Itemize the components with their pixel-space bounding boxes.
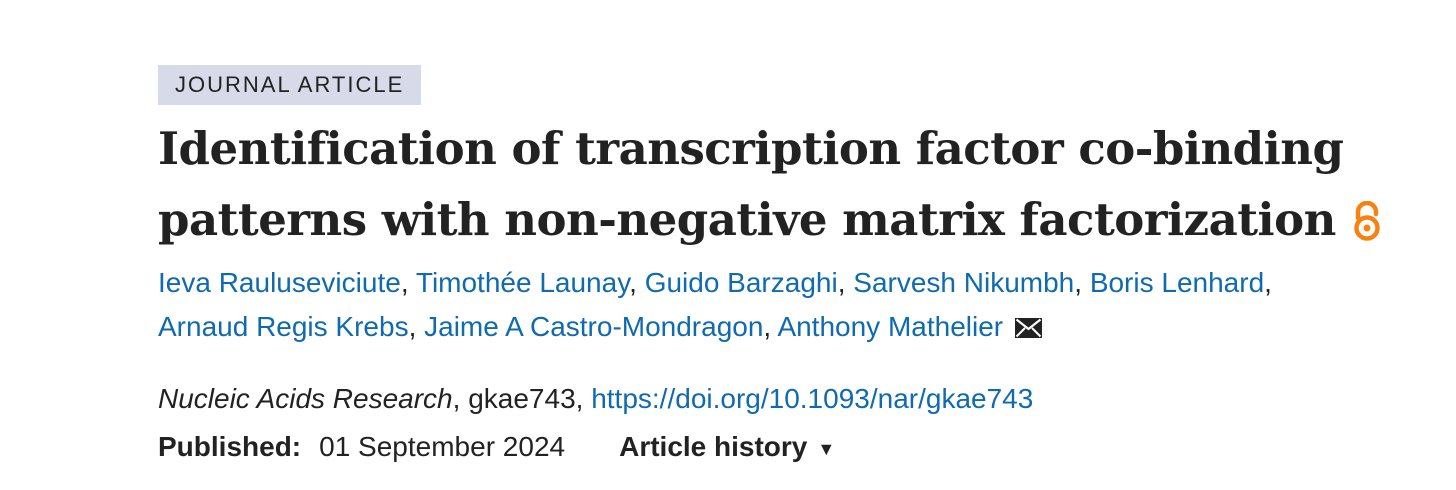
author-link[interactable]: Timothée Launay <box>415 267 630 298</box>
author-separator: , <box>629 267 645 298</box>
caret-down-icon: ▼ <box>817 439 836 459</box>
author-separator: , <box>400 267 416 298</box>
author-link[interactable]: Jaime A Castro-Mondragon <box>424 311 764 342</box>
open-access-lock-icon <box>1354 201 1380 241</box>
article-header: JOURNAL ARTICLE Identification of transc… <box>158 65 1428 467</box>
author-list: Ieva Rauluseviciute, Timothée Launay, Gu… <box>158 261 1428 349</box>
author-link[interactable]: Guido Barzaghi <box>644 267 838 298</box>
citation-separator: , <box>575 383 592 414</box>
author-separator: , <box>837 267 854 298</box>
journal-name: Nucleic Acids Research <box>158 383 453 414</box>
author-link[interactable]: Sarvesh Nikumbh <box>853 267 1075 298</box>
author-link[interactable]: Arnaud Regis Krebs <box>158 311 409 342</box>
article-id: gkae743 <box>468 383 576 414</box>
author-separator: , <box>408 311 425 342</box>
article-history-toggle[interactable]: Article history ▼ <box>619 427 835 467</box>
article-title: Identification of transcription factor c… <box>158 113 1428 255</box>
article-history-label: Article history <box>619 431 808 462</box>
citation-separator: , <box>452 383 469 414</box>
citation-line: Nucleic Acids Research, gkae743, https:/… <box>158 379 1428 419</box>
doi-link[interactable]: https://doi.org/10.1093/nar/gkae743 <box>591 383 1034 414</box>
author-separator: , <box>1074 267 1090 298</box>
corresponding-author-link[interactable]: Anthony Mathelier <box>777 311 1004 342</box>
article-title-text: Identification of transcription factor c… <box>158 122 1344 246</box>
author-link[interactable]: Ieva Rauluseviciute <box>158 267 401 298</box>
publication-row: Published: 01 September 2024 Article his… <box>158 427 1428 467</box>
published-date: 01 September 2024 <box>319 431 566 462</box>
author-separator: , <box>763 311 778 342</box>
envelope-icon[interactable] <box>1015 318 1043 338</box>
author-link[interactable]: Boris Lenhard <box>1089 267 1265 298</box>
article-type-badge: JOURNAL ARTICLE <box>158 65 422 105</box>
published-label: Published: <box>158 431 302 462</box>
author-separator: , <box>1264 267 1272 298</box>
